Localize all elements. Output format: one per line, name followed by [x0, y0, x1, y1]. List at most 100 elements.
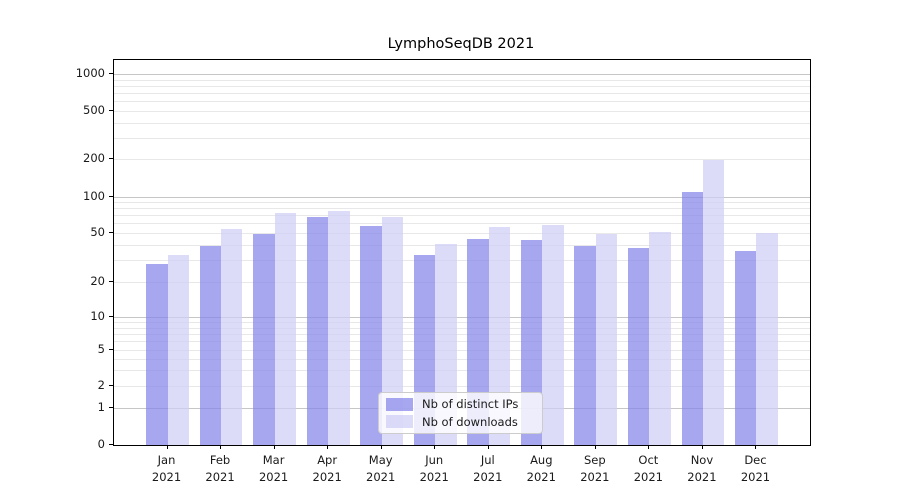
- x-tick-mark-jun: [434, 445, 436, 449]
- x-tick-mark-mar: [273, 445, 275, 449]
- x-tick-label-jun: Jun 2021: [419, 453, 449, 484]
- x-tick-mark-nov: [701, 445, 703, 449]
- bar-downloads-may: [381, 216, 404, 445]
- gridline-y-200: [114, 158, 810, 160]
- x-tick-mark-feb: [220, 445, 222, 449]
- x-tick-label-jul: Jul 2021: [473, 453, 503, 484]
- y-tick-mark-1: [109, 407, 113, 409]
- gridline-y-400: [114, 122, 810, 124]
- y-tick-label-2: 2: [97, 377, 105, 392]
- gridline-y-60: [114, 223, 810, 225]
- x-tick-label-sep: Sep 2021: [580, 453, 610, 484]
- x-tick-label-feb: Feb 2021: [205, 453, 235, 484]
- y-tick-mark-2: [109, 384, 113, 386]
- x-tick-label-apr: Apr 2021: [312, 453, 342, 484]
- x-tick-label-mar: Mar 2021: [258, 453, 289, 484]
- bar-downloads-mar: [274, 213, 297, 445]
- y-tick-mark-100: [109, 195, 113, 197]
- gridline-y-500: [114, 111, 810, 112]
- gridline-y-7: [114, 333, 810, 335]
- x-tick-label-jan: Jan 2021: [151, 453, 182, 484]
- bar-ips-sep: [574, 246, 596, 445]
- gridline-y-20: [114, 281, 810, 283]
- legend-label-downloads: Nb of downloads: [422, 414, 518, 429]
- plot-area: [113, 59, 811, 446]
- y-tick-mark-20: [109, 280, 113, 282]
- bar-ips-feb: [199, 246, 222, 445]
- y-tick-mark-5: [109, 348, 113, 350]
- y-tick-label-50: 50: [90, 225, 105, 240]
- y-tick-label-200: 200: [83, 150, 105, 165]
- gridline-y-4: [114, 358, 810, 360]
- bar-downloads-nov: [702, 159, 725, 445]
- legend-swatch-distinct-ips: [386, 397, 413, 411]
- gridline-y-6: [114, 341, 810, 343]
- gridline-y-1000: [114, 74, 810, 75]
- x-tick-mark-dec: [755, 445, 757, 449]
- bar-ips-mar: [253, 234, 275, 445]
- bar-downloads-oct: [649, 231, 671, 445]
- y-tick-label-1: 1: [97, 400, 105, 415]
- gridline-y-800: [114, 85, 810, 87]
- gridline-y-3: [114, 369, 810, 371]
- bar-ips-nov: [681, 191, 703, 445]
- gridline-y-9: [114, 322, 810, 323]
- bar-downloads-aug: [542, 225, 564, 445]
- chart-title: LymphoSeqDB 2021: [387, 36, 535, 52]
- x-tick-mark-may: [380, 445, 382, 449]
- y-tick-label-100: 100: [83, 188, 105, 203]
- bar-downloads-jul: [488, 227, 511, 445]
- gridline-y-8: [114, 327, 810, 329]
- x-tick-label-oct: Oct 2021: [633, 453, 664, 484]
- gridline-y-100: [114, 196, 810, 198]
- y-tick-mark-200: [109, 157, 113, 159]
- x-tick-label-nov: Nov 2021: [687, 453, 717, 484]
- x-tick-label-dec: Dec 2021: [740, 453, 771, 484]
- gridline-y-300: [114, 137, 810, 139]
- bar-downloads-apr: [328, 211, 350, 445]
- x-tick-label-aug: Aug 2021: [526, 453, 556, 484]
- gridline-y-30: [114, 260, 810, 262]
- y-tick-label-500: 500: [83, 103, 105, 117]
- y-tick-label-0: 0: [97, 437, 105, 451]
- bar-ips-jan: [146, 264, 168, 445]
- y-tick-label-5: 5: [97, 341, 105, 356]
- x-tick-label-may: May 2021: [366, 453, 396, 484]
- bar-downloads-dec: [756, 233, 778, 445]
- legend-row-downloads: Nb of downloads: [386, 415, 534, 430]
- bar-downloads-feb: [221, 229, 243, 445]
- y-tick-mark-1000: [109, 73, 113, 74]
- legend-swatch-downloads: [386, 415, 413, 429]
- y-tick-label-1000: 1000: [75, 66, 105, 80]
- bar-downloads-jan: [167, 255, 189, 445]
- x-tick-mark-oct: [648, 445, 650, 449]
- gridline-y-5: [114, 349, 810, 351]
- gridline-y-50: [114, 233, 810, 235]
- x-tick-mark-aug: [541, 445, 543, 449]
- y-tick-mark-500: [109, 110, 113, 111]
- bar-downloads-sep: [595, 234, 618, 445]
- y-tick-label-10: 10: [90, 308, 105, 323]
- y-tick-mark-50: [109, 232, 113, 234]
- legend-row-distinct-ips: Nb of distinct IPs: [386, 397, 534, 412]
- x-tick-mark-apr: [327, 445, 329, 449]
- gridline-y-900: [114, 79, 810, 81]
- x-tick-mark-jan: [166, 445, 168, 449]
- bar-ips-dec: [735, 250, 757, 445]
- gridline-y-10: [114, 316, 810, 318]
- bar-ips-may: [360, 226, 382, 445]
- x-tick-mark-sep: [594, 445, 596, 449]
- gridline-y-40: [114, 244, 810, 246]
- bar-ips-apr: [306, 216, 329, 445]
- gridline-y-70: [114, 215, 810, 217]
- gridline-y-80: [114, 208, 810, 210]
- y-tick-label-20: 20: [90, 273, 105, 288]
- x-tick-mark-jul: [487, 445, 489, 449]
- gridline-y-2: [114, 385, 810, 387]
- legend: Nb of distinct IPs Nb of downloads: [378, 392, 543, 434]
- y-tick-mark-0: [109, 444, 113, 445]
- gridline-y-700: [114, 93, 810, 95]
- gridline-y-600: [114, 101, 810, 103]
- bar-ips-oct: [627, 247, 650, 445]
